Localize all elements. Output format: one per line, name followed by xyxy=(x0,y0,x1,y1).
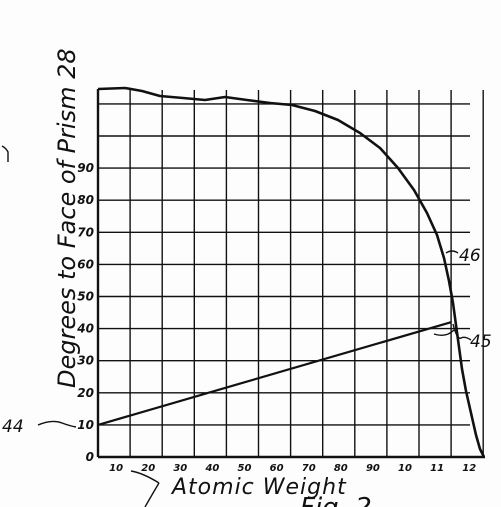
x-tick-label: 50 xyxy=(238,463,252,474)
angle-arc-45 xyxy=(433,329,455,337)
trend-line xyxy=(97,321,452,426)
vertical-grid-lines xyxy=(129,90,484,457)
y-tick-label: 30 xyxy=(77,354,94,368)
edge-fragment-mark xyxy=(1,145,9,162)
y-tick-label: 70 xyxy=(77,225,94,239)
x-tick-label: 11 xyxy=(430,463,444,474)
y-tick-label: 50 xyxy=(77,290,94,304)
reference-numeral-46: 46 xyxy=(459,246,481,266)
boundary-curve-46 xyxy=(97,86,486,458)
y-tick-label: 60 xyxy=(77,257,94,271)
x-axis-leader-left xyxy=(130,470,160,484)
x-tick-label: 90 xyxy=(366,463,380,474)
x-tick-label: 80 xyxy=(334,463,348,474)
figure-label: Fig. 2 xyxy=(300,493,372,507)
x-axis-leader-down xyxy=(144,482,160,507)
x-axis-title: Atomic Weight xyxy=(170,475,347,500)
y-tick-label: 40 xyxy=(76,322,94,336)
x-tick-label: 10 xyxy=(398,463,412,474)
y-tick-label: 10 xyxy=(77,418,94,432)
horizontal-grid-lines xyxy=(98,103,470,426)
x-tick-label: 30 xyxy=(173,463,187,474)
x-tick-label: 20 xyxy=(141,463,155,474)
x-tick-labels: 10 20 30 40 50 60 70 80 90 10 11 12 xyxy=(109,463,476,474)
leader-46 xyxy=(445,250,459,254)
y-tick-label: 80 xyxy=(77,193,94,207)
x-tick-label: 12 xyxy=(462,463,476,474)
y-tick-label: 0 xyxy=(86,450,94,464)
reference-numeral-45: 45 xyxy=(470,332,492,352)
y-tick-label: 20 xyxy=(77,386,94,400)
y-tick-labels: 0 10 20 30 40 50 60 70 80 90 xyxy=(76,161,94,464)
x-tick-label: 40 xyxy=(204,463,219,474)
leader-44 xyxy=(37,420,77,428)
reference-numeral-44: 44 xyxy=(2,417,24,437)
y-axis-title: Degrees to Face of Prism 28 xyxy=(53,48,81,388)
y-tick-label: 90 xyxy=(77,161,94,175)
leader-45 xyxy=(452,323,472,341)
x-tick-label: 60 xyxy=(270,463,284,474)
x-tick-label: 70 xyxy=(302,463,316,474)
x-tick-label: 10 xyxy=(109,463,123,474)
